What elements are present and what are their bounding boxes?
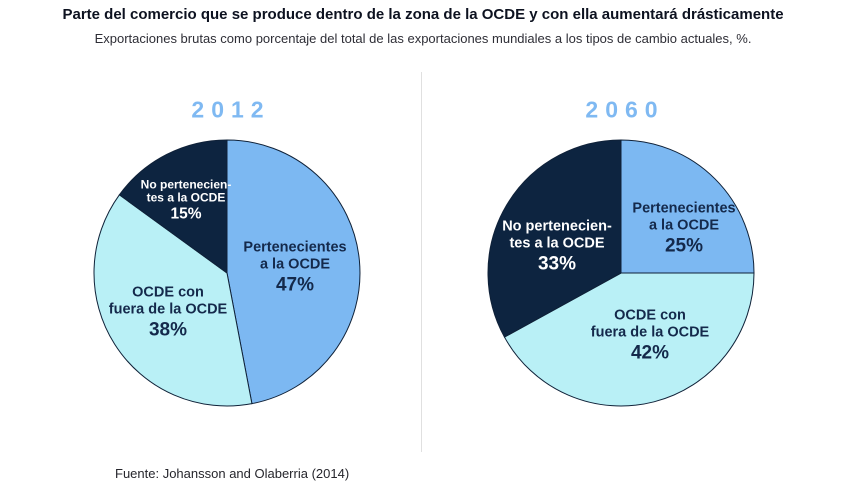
label-percent: 47% <box>275 274 315 296</box>
label-percent: 25% <box>664 235 704 257</box>
label-line: Pertenecientes <box>632 200 736 217</box>
label-percent: 42% <box>630 342 670 364</box>
label-2060-oecd-members: Pertenecientes a la OCDE 25% <box>632 201 735 258</box>
label-2012-non-oecd: No pertenecien- tes a la OCDE 15% <box>140 177 232 224</box>
label-2060-non-oecd: No pertenecien- tes a la OCDE 33% <box>502 219 612 276</box>
label-line: Pertenecientes <box>243 239 347 256</box>
page-subtitle: Exportaciones brutas como porcentaje del… <box>94 31 752 46</box>
label-percent: 15% <box>170 205 202 223</box>
label-percent: 33% <box>537 253 577 275</box>
label-line: OCDE con <box>132 284 204 301</box>
label-line: OCDE con <box>614 307 686 324</box>
pie-slice-2060-1 <box>503 272 755 407</box>
label-line: a la OCDE <box>259 256 331 273</box>
label-line: fuera de la OCDE <box>108 301 228 318</box>
pie-slice-2060-0 <box>620 139 755 274</box>
pie-slice-2012-1 <box>93 194 253 407</box>
pie-slice-2060-2 <box>487 139 622 338</box>
source-note: Fuente: Johansson and Olaberria (2014) <box>115 466 350 481</box>
label-line: No pertenecien- <box>140 177 232 192</box>
pie-slice-2012-2 <box>118 139 228 274</box>
label-2060-oecd-with-non-oecd: OCDE con fuera de la OCDE 42% <box>591 308 709 365</box>
panel-divider <box>421 72 422 452</box>
label-2012-oecd-members: Pertenecientes a la OCDE 47% <box>243 240 346 297</box>
label-line: tes a la OCDE <box>509 235 605 252</box>
year-heading-2012: 2012 <box>191 96 271 123</box>
label-percent: 38% <box>148 319 188 341</box>
pie-chart-2060 <box>487 139 755 407</box>
label-line: a la OCDE <box>648 217 720 234</box>
label-2012-oecd-with-non-oecd: OCDE con fuera de la OCDE 38% <box>109 285 227 342</box>
pie-slice-2012-0 <box>226 139 361 405</box>
label-line: No pertenecien- <box>502 218 612 235</box>
label-line: tes a la OCDE <box>146 190 226 205</box>
year-heading-2060: 2060 <box>585 96 665 123</box>
pie-chart-2012 <box>93 139 361 407</box>
page-title: Parte del comercio que se produce dentro… <box>62 6 784 23</box>
label-line: fuera de la OCDE <box>590 324 710 341</box>
